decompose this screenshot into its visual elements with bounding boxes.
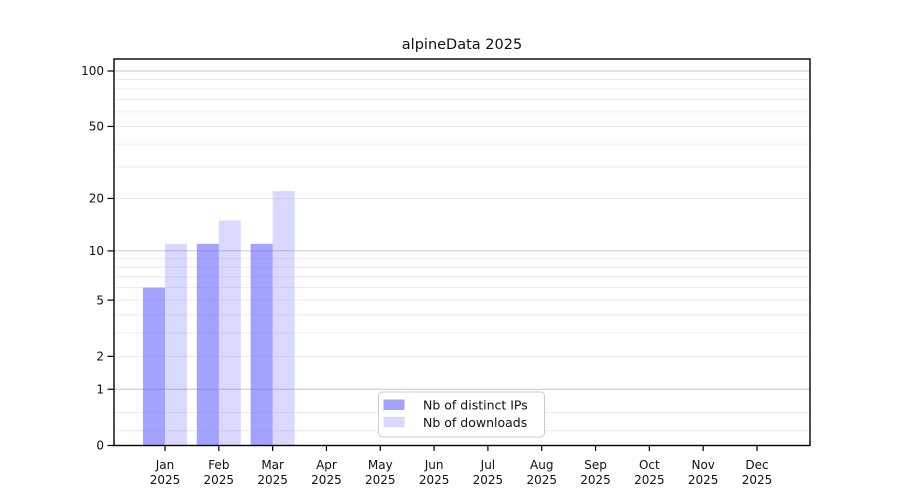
y-tick-label: 5 [96,293,104,307]
legend-swatch [383,399,405,410]
x-tick-label-month: Jul [480,458,495,472]
legend-swatch [383,416,405,428]
x-tick-label-month: Feb [208,458,229,472]
y-tick-label: 20 [89,192,104,206]
x-tick-label-month: Jan [155,458,175,472]
x-tick-label-year: 2025 [688,473,719,487]
x-tick-label-year: 2025 [419,473,450,487]
x-tick-label-month: Sep [584,458,607,472]
y-tick-label: 1 [96,382,104,396]
x-tick-label-month: Oct [639,458,660,472]
x-tick-label-year: 2025 [257,473,288,487]
x-tick-label-month: Nov [691,458,714,472]
bar [165,243,187,446]
legend-label: Nb of distinct IPs [423,398,528,413]
y-tick-label: 10 [89,244,104,258]
plot-border [113,58,811,447]
legend-label: Nb of downloads [423,415,527,430]
y-tick-label: 100 [81,64,104,78]
bar [143,287,165,446]
x-tick-label-month: May [368,458,393,472]
bar [250,243,273,446]
x-tick-label-year: 2025 [204,473,235,487]
x-tick-label-month: Dec [745,458,768,472]
y-tick-label: 2 [96,350,104,364]
x-tick-label-year: 2025 [634,473,665,487]
chart-title: alpineData 2025 [401,37,523,53]
x-tick-label-month: Mar [261,458,284,472]
x-tick-label-year: 2025 [742,473,773,487]
legend [378,391,545,438]
x-tick-label-year: 2025 [311,473,342,487]
bar [196,243,219,446]
y-tick-label: 0 [96,439,104,453]
x-tick-label-year: 2025 [473,473,504,487]
x-tick-label-month: Aug [530,458,553,472]
x-tick-label-year: 2025 [365,473,396,487]
x-tick-label-month: Jun [424,458,444,472]
bar [272,191,295,446]
x-tick-label-year: 2025 [580,473,611,487]
x-tick-label-year: 2025 [526,473,557,487]
bar [218,220,241,446]
x-tick-label-month: Apr [316,458,337,472]
y-tick-label: 50 [89,120,104,134]
x-tick-label-year: 2025 [150,473,181,487]
